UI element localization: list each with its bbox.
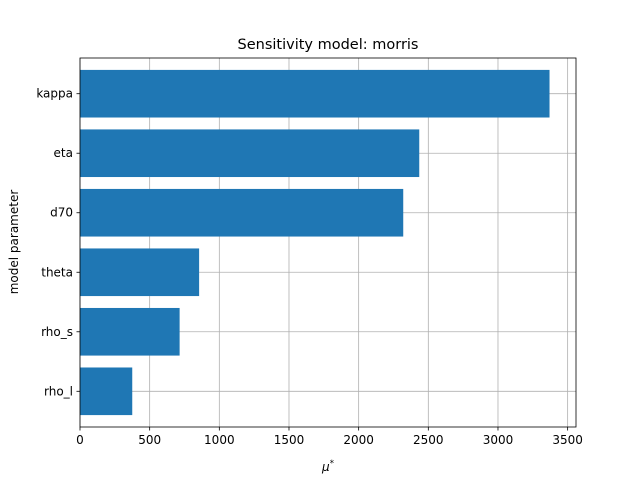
plot-frame — [79, 57, 577, 428]
x-axis-label-superscript: * — [330, 459, 334, 469]
x-tick-label: 0 — [76, 433, 84, 447]
bar-rho-s — [80, 307, 180, 356]
x-gridlines — [79, 58, 569, 427]
x-tick-label: 3000 — [483, 433, 514, 447]
x-axis-label: μ* — [321, 459, 334, 474]
y-axis-label: model parameter — [7, 190, 21, 295]
bars — [80, 69, 550, 416]
x-tick-label: 2000 — [343, 433, 374, 447]
y-tick-label: rho_l — [44, 384, 73, 398]
x-tick-label: 1000 — [204, 433, 235, 447]
x-tick-label: 1500 — [274, 433, 305, 447]
y-tick-label: kappa — [36, 87, 73, 101]
bar-d70 — [80, 188, 404, 237]
chart-title: Sensitivity model: morris — [238, 37, 419, 53]
x-axis-label-main: μ — [321, 460, 330, 474]
bar-rho-l — [80, 367, 133, 416]
y-tick-label: eta — [54, 146, 73, 160]
bar-kappa — [80, 69, 550, 118]
y-tick-label: theta — [41, 265, 73, 279]
x-tick-label: 3500 — [552, 433, 583, 447]
x-tick-label: 500 — [138, 433, 161, 447]
y-tick-label: d70 — [50, 206, 73, 220]
x-axis-ticks: 0 500 1000 1500 2000 2500 3000 3500 — [76, 427, 583, 447]
x-tick-label: 2500 — [413, 433, 444, 447]
bar-theta — [80, 248, 200, 297]
bar-eta — [80, 129, 420, 178]
y-axis-ticks: kappa eta d70 theta rho_s rho_l — [36, 87, 80, 398]
y-tick-label: rho_s — [41, 325, 73, 339]
